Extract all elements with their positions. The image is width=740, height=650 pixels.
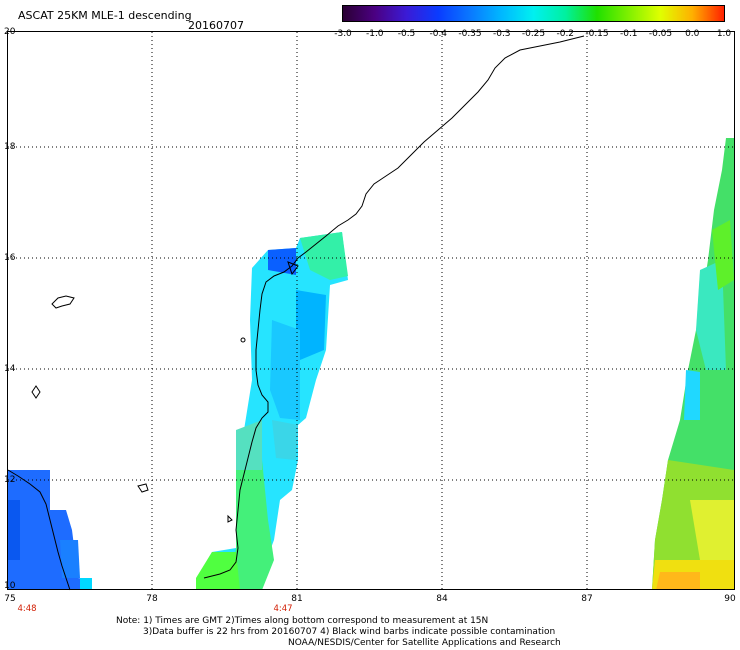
lon-label-87: 87	[581, 594, 593, 604]
note-line-3: NOAA/NESDIS/Center for Satellite Applica…	[288, 638, 561, 648]
colorbar-tick-label: -0.3	[492, 29, 511, 39]
colorbar	[342, 5, 725, 22]
colorbar-tick-label: -0.4	[429, 29, 448, 39]
colorbar-tick-label: -0.05	[648, 29, 673, 39]
colorbar-tick-label: -0.35	[458, 29, 482, 39]
lat-label-20: 20	[4, 27, 16, 37]
colorbar-gradient	[343, 6, 724, 21]
colorbar-tick-label: -3.0	[334, 29, 352, 39]
swath-central	[196, 232, 348, 590]
islands	[31, 261, 299, 523]
colorbar-tick-label: -0.2	[556, 29, 575, 39]
swath-west	[8, 470, 92, 590]
product-date: 20160707	[188, 19, 244, 32]
product-title: ASCAT 25KM MLE-1 descending	[18, 9, 192, 22]
colorbar-tick-label: 0.0	[685, 29, 700, 39]
lon-label-75: 75	[4, 594, 16, 604]
colorbar-tick-label: 1.0	[716, 29, 732, 39]
colorbar-tick-label: -0.5	[397, 29, 416, 39]
time-label-central: 4:47	[273, 604, 293, 614]
lat-label-16: 16	[4, 253, 16, 263]
lat-label-10: 10	[4, 581, 16, 591]
lon-label-90: 90	[724, 594, 736, 604]
lon-label-78: 78	[146, 594, 158, 604]
lon-label-81: 81	[291, 594, 303, 604]
coastline-sri-lanka-west	[7, 469, 71, 591]
colorbar-tick-label: -1.0	[365, 29, 384, 39]
lat-label-18: 18	[4, 142, 16, 152]
note-line-2: 3)Data buffer is 22 hrs from 20160707 4)…	[143, 627, 556, 637]
lat-label-12: 12	[4, 475, 16, 485]
colorbar-tick-label: -0.15	[585, 29, 609, 39]
time-label-west: 4:48	[17, 604, 37, 614]
colorbar-tick-label: -0.25	[521, 29, 546, 39]
note-line-1: Note: 1) Times are GMT 2)Times along bot…	[116, 616, 489, 626]
lon-label-84: 84	[436, 594, 448, 604]
coastline-india	[203, 35, 585, 579]
swath-east	[652, 138, 734, 590]
colorbar-tick-label: -0.1	[619, 29, 638, 39]
lat-label-14: 14	[4, 364, 16, 374]
graticule	[8, 32, 734, 590]
